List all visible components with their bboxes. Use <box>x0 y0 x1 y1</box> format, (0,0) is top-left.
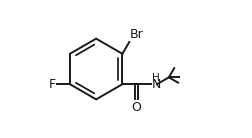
Text: N: N <box>151 78 161 91</box>
Text: Br: Br <box>130 28 143 41</box>
Text: H: H <box>152 73 159 83</box>
Text: O: O <box>131 101 140 114</box>
Text: F: F <box>48 78 55 91</box>
